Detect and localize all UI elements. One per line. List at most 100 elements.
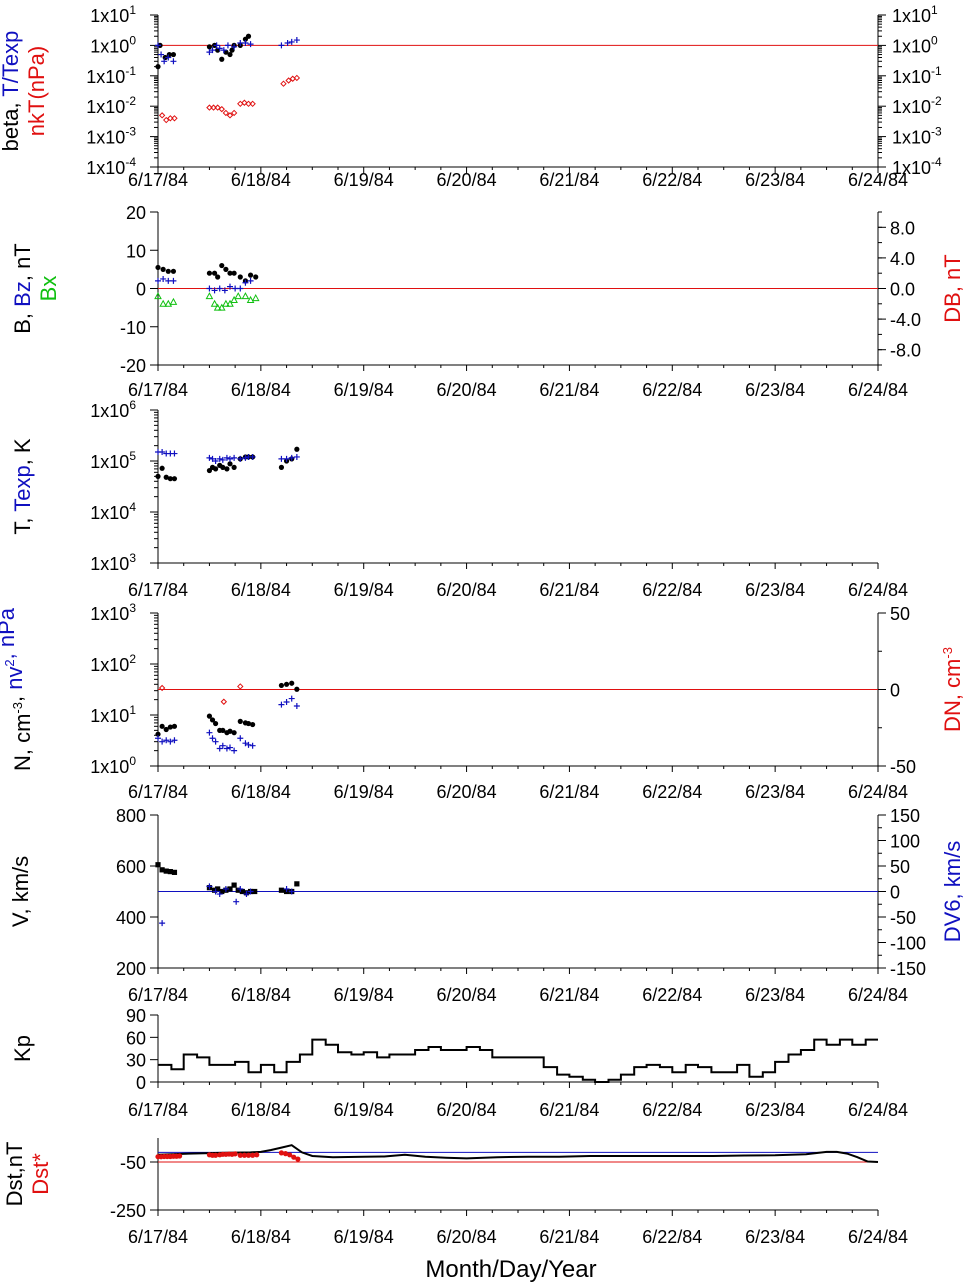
beta-y2-tick-label-exp: 1 (931, 3, 938, 17)
density-data-point (209, 717, 216, 723)
beta-y2-tick-label: 1x100 (892, 33, 938, 56)
temperature-y-tick-label-exp: 6 (129, 398, 136, 412)
density-data-point (283, 698, 290, 705)
velocity-y2-tick-label: -50 (890, 908, 916, 928)
beta-y2-tick-label: 1x10-3 (892, 125, 942, 148)
temperature-data-point (155, 473, 161, 479)
b-field-data-point (160, 266, 166, 272)
density-data-point (209, 735, 216, 742)
dst-x-tick-label: 6/23/84 (745, 1227, 805, 1247)
velocity-data-point (231, 882, 237, 888)
temperature-y-tick-label-base: 1x10 (90, 503, 129, 523)
velocity-y2-tick-label: 150 (890, 806, 920, 826)
density-data-point (227, 744, 233, 751)
density-data-point (163, 726, 169, 733)
beta-y-tick-label-base: 1x10 (86, 158, 125, 178)
b-field-data-point (247, 272, 254, 278)
density-y-tick-label: 1x102 (90, 652, 136, 675)
beta-y-label-2-part: nkT(nPa) (24, 46, 49, 136)
kp-x-tick-label: 6/20/84 (437, 1100, 497, 1120)
density-x-tick-label: 6/19/84 (334, 782, 394, 802)
b-field-data-point (154, 292, 162, 300)
beta-data-point (220, 47, 227, 54)
density-y-label-part: , nPa (0, 607, 19, 659)
density-y-tick-label-base: 1x10 (90, 706, 129, 726)
dst-data-point (237, 1152, 243, 1158)
temperature-data-point (227, 455, 233, 462)
kp-x-tick-label: 6/22/84 (642, 1100, 702, 1120)
beta-data-point (170, 58, 177, 65)
beta-y-tick-label: 1x10-4 (86, 155, 136, 178)
beta-data-point (171, 115, 178, 122)
beta-x-tick-label: 6/18/84 (231, 170, 291, 190)
beta-y-tick-label: 1x10-2 (86, 94, 136, 117)
temperature-data-point (227, 461, 233, 467)
temperature-y-tick-label-exp: 3 (129, 551, 136, 565)
density-x-tick-label: 6/24/84 (848, 782, 908, 802)
velocity-y2-tick-label: 50 (890, 857, 910, 877)
density-data-point (155, 735, 161, 742)
velocity-data-point (278, 887, 285, 893)
density-data-point (293, 703, 300, 710)
b-field-y2-tick-label: 0.0 (890, 280, 915, 300)
density-y-tick-label: 1x103 (90, 601, 136, 624)
temperature-data-point (288, 454, 295, 461)
dst-x-tick-label: 6/20/84 (437, 1227, 497, 1247)
density-data-point (171, 723, 178, 729)
b-field-y2-tick-label: -4.0 (890, 310, 921, 330)
beta-data-point (206, 104, 213, 111)
temperature-y-tick-label: 1x103 (90, 551, 136, 574)
beta-x-tick-label: 6/24/84 (848, 170, 908, 190)
beta-data-point (210, 104, 217, 111)
beta-y-tick-label-exp: 0 (129, 33, 136, 47)
x-axis-title: Month/Day/Year (425, 1256, 596, 1283)
kp-y-tick-label: 0 (136, 1073, 146, 1093)
beta-y-tick-label-exp: 1 (129, 3, 136, 17)
beta-data-point (224, 42, 231, 49)
dst-x-tick-label: 6/24/84 (848, 1227, 908, 1247)
velocity-data-point (155, 862, 161, 868)
velocity-data-point (247, 888, 254, 895)
b-field-data-point (221, 287, 228, 294)
dst-y-tick-label: -50 (120, 1153, 146, 1173)
density-data-point (158, 684, 166, 692)
b-field-x-tick-label: 6/19/84 (334, 380, 394, 400)
b-field-data-point (205, 292, 214, 300)
beta-data-point (165, 54, 172, 61)
velocity-y2-label-part: DV6, km/s (940, 841, 965, 942)
beta-data-point (216, 45, 223, 52)
temperature-x-tick-label: 6/21/84 (539, 580, 599, 600)
beta-y-tick-label: 1x100 (90, 33, 136, 56)
beta-x-tick-label: 6/17/84 (128, 170, 188, 190)
kp-y-label: Kp (10, 1035, 35, 1062)
dst-y-tick-label: -250 (110, 1201, 146, 1221)
beta-y2-tick-label-exp: -2 (931, 94, 942, 108)
density-y-label: N, cm-3, nv2, nPa (0, 607, 35, 771)
density-y-tick-label-exp: 0 (129, 754, 136, 768)
beta-y-tick-label-base: 1x10 (86, 128, 125, 148)
dst-data-point (241, 1152, 247, 1158)
velocity-data-point (167, 869, 173, 875)
velocity-y2-tick-label: 100 (890, 832, 920, 852)
density-data-point (278, 682, 285, 689)
density-y-label-part: -3 (10, 702, 25, 714)
beta-data-point (245, 33, 252, 39)
beta-y2-tick-label-base: 1x10 (892, 128, 931, 148)
density-data-point (237, 718, 243, 724)
density-x-tick-label: 6/18/84 (231, 782, 291, 802)
b-field-data-point (247, 277, 254, 284)
dst-data-point (245, 1152, 252, 1158)
b-field-data-point (251, 294, 260, 302)
velocity-data-point (252, 888, 258, 895)
velocity-data-point (159, 867, 165, 873)
density-data-point (231, 747, 238, 754)
b-field-data-point (226, 299, 234, 307)
b-field-y-tick-label: 10 (126, 241, 146, 261)
temperature-y-tick-label-exp: 5 (129, 449, 136, 463)
density-data-point (250, 721, 256, 728)
density-data-point (219, 742, 226, 749)
temperature-data-point (294, 446, 300, 452)
temperature-data-point (237, 455, 244, 462)
temperature-data-point (293, 453, 300, 460)
beta-data-point (280, 80, 287, 87)
